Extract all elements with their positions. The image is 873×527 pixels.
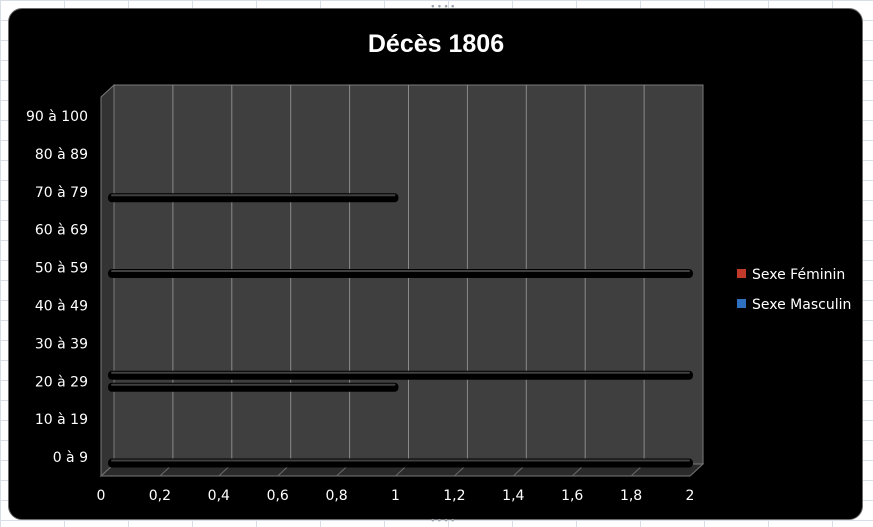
bar <box>108 458 693 468</box>
y-axis-tick-labels: 0 à 9 10 à 19 20 à 29 30 à 39 40 à 49 50 à 59… <box>26 109 88 466</box>
bar <box>108 370 693 380</box>
x-tick-label: 1,4 <box>502 488 524 504</box>
plot-side-wall <box>100 83 115 478</box>
x-tick-label: 1,8 <box>620 488 642 504</box>
x-tick-label: 1 <box>391 488 400 504</box>
bar <box>108 193 399 203</box>
legend: Sexe Féminin Sexe Masculin <box>737 267 851 313</box>
legend-label-feminin: Sexe Féminin <box>752 267 845 283</box>
y-tick-label: 10 à 19 <box>35 412 88 428</box>
x-tick-label: 0,6 <box>267 488 289 504</box>
y-tick-label: 20 à 29 <box>35 374 88 390</box>
y-tick-label: 0 à 9 <box>53 450 88 466</box>
x-tick-label: 1,2 <box>443 488 465 504</box>
y-tick-label: 40 à 49 <box>35 298 88 314</box>
legend-swatch-feminin <box>737 269 746 278</box>
legend-swatch-masculin <box>737 299 746 308</box>
y-tick-label: 70 à 79 <box>35 185 88 201</box>
y-tick-label: 60 à 69 <box>35 223 88 239</box>
x-tick-label: 0,4 <box>208 488 230 504</box>
floor-gridline <box>689 463 704 477</box>
y-tick-label: 50 à 59 <box>35 261 88 277</box>
chart-title: Décès 1806 <box>368 30 504 58</box>
resize-handle-top[interactable]: ∙∙∙∙ <box>430 2 457 12</box>
x-tick-label: 2 <box>686 488 695 504</box>
legend-label-masculin: Sexe Masculin <box>752 297 851 313</box>
y-tick-label: 80 à 89 <box>35 147 88 163</box>
y-tick-label: 90 à 100 <box>26 109 88 125</box>
x-tick-label: 1,6 <box>561 488 583 504</box>
x-tick-label: 0 <box>97 488 106 504</box>
bar <box>108 382 399 392</box>
x-tick-label: 0,8 <box>325 488 347 504</box>
bar <box>108 269 693 279</box>
y-tick-label: 30 à 39 <box>35 336 88 352</box>
resize-handle-bottom[interactable]: ∙∙∙∙ <box>430 516 457 526</box>
bars <box>108 193 693 468</box>
x-axis-tick-labels: 0 0,2 0,4 0,6 0,8 1 1,2 1,4 1,6 1,8 2 <box>97 488 695 504</box>
x-tick-label: 0,2 <box>149 488 171 504</box>
